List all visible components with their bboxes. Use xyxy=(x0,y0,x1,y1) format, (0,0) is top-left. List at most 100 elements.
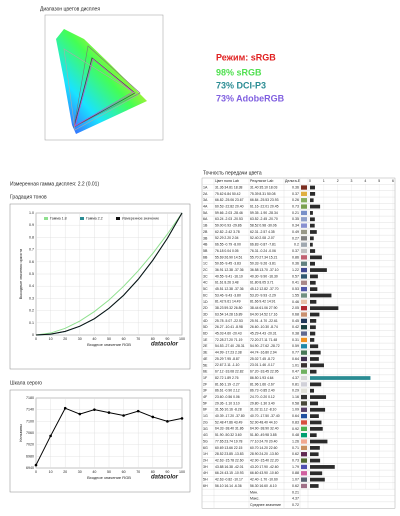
row-target: 40.39 -17.20 -37.80 xyxy=(215,414,245,418)
point xyxy=(49,434,52,438)
row-swatch xyxy=(301,382,307,387)
row-swatch xyxy=(301,274,307,279)
row-id: 5D xyxy=(203,325,208,329)
row-id: 4A xyxy=(203,205,208,209)
row-id: 1D xyxy=(203,300,208,304)
delta-bar xyxy=(310,357,319,361)
row-target: 36.91 12.38 -37.36 xyxy=(215,268,244,272)
row-target: 42.63 -15.78 22.60 xyxy=(215,458,244,462)
row-id: 6A xyxy=(203,217,208,221)
delta-bar xyxy=(310,388,315,393)
row-result: 52.90 48.40 44.10 xyxy=(250,420,277,424)
row-target: 61.61 8.26 3.48 xyxy=(215,281,239,285)
row-result: 40.30 -9.90 -16.30 xyxy=(250,274,278,278)
row-result: 26.60 -10.30 -8.74 xyxy=(250,325,278,329)
row-id: 3H xyxy=(203,465,208,469)
row-delta: 0.64 xyxy=(292,414,299,418)
x-tick-label: 100 xyxy=(179,337,185,341)
row-result: 38.44 61.06 27.90 xyxy=(250,306,277,310)
row-delta: 0.59 xyxy=(292,344,299,348)
row-swatch xyxy=(301,248,307,254)
row-delta: 0.68 xyxy=(292,312,299,316)
row-id: 1B xyxy=(203,224,208,228)
row-id: 4F xyxy=(203,395,208,399)
x-tick-label: 90 xyxy=(165,470,169,474)
delta-bar xyxy=(310,369,317,374)
row-delta: 0.37 xyxy=(292,249,299,253)
x-tick-label: 40 xyxy=(92,470,96,474)
row-result: 61.80 8.05 3.71 xyxy=(250,281,274,285)
row-swatch xyxy=(301,236,307,241)
delta-bar xyxy=(310,211,313,215)
row-id: 6F xyxy=(203,408,208,412)
row-id: 3F xyxy=(203,389,208,393)
row-id: 4C xyxy=(203,281,208,285)
delta-bar xyxy=(310,395,327,399)
y-tick-label: 6940 xyxy=(26,466,34,470)
row-id: 4D xyxy=(203,319,208,323)
row-delta: 0.34 xyxy=(292,224,299,228)
row-result: 58.52 0.98 -30.06 xyxy=(250,224,277,228)
row-target: 81.66 1.19 -2.27 xyxy=(215,382,240,386)
legend-swatch xyxy=(116,217,120,220)
y-tick-label: 7140 xyxy=(26,408,34,412)
row-swatch xyxy=(301,483,307,489)
row-result: 36.58 13.70 -37.10 xyxy=(250,268,279,272)
row-swatch xyxy=(301,325,307,330)
gamut-title: Диапазон цветов дисплея xyxy=(40,6,100,12)
row-swatch xyxy=(301,337,307,343)
x-tick-label: 50 xyxy=(107,470,111,474)
row-delta: 0.38 xyxy=(292,332,299,336)
delta-bar xyxy=(310,236,314,241)
row-swatch xyxy=(301,477,307,482)
row-swatch xyxy=(301,413,307,419)
scale-label: 2 xyxy=(337,179,339,183)
row-swatch xyxy=(301,223,307,228)
row-target: 72.28 27.20 71.19 xyxy=(215,338,242,342)
delta-bar xyxy=(310,401,319,406)
x-tick-label: 20 xyxy=(63,470,67,474)
row-id: 6H xyxy=(203,484,208,488)
row-swatch xyxy=(301,445,307,451)
row-delta: 0.49 xyxy=(292,230,299,234)
row-target: 66.55 -0.79 -8.00 xyxy=(215,243,241,247)
gamut-srgb: 98% sRGB xyxy=(216,67,262,77)
row-target: 25.29 7.95 -8.87 xyxy=(215,357,240,361)
x-tick-label: 60 xyxy=(122,470,126,474)
row-delta: 1.79 xyxy=(292,465,299,469)
series-line xyxy=(35,212,183,336)
scale-label: 4 xyxy=(364,179,366,183)
delta-bar xyxy=(310,319,317,323)
row-target: 60.69 13.66 22.15 xyxy=(215,446,242,450)
row-swatch xyxy=(301,185,307,190)
y-tick-label: 0.3 xyxy=(29,296,34,300)
gamut-diagram xyxy=(44,14,164,141)
row-swatch xyxy=(301,394,307,400)
row-swatch xyxy=(301,471,307,476)
row-delta: 0.46 xyxy=(292,300,299,304)
row-id: 2F xyxy=(203,382,208,386)
row-id: 6D xyxy=(203,332,208,336)
row-swatch xyxy=(301,452,307,457)
delta-bar xyxy=(310,217,315,222)
delta-bar xyxy=(310,344,319,349)
row-delta: 0.21 xyxy=(292,211,299,215)
row-result: 28.90 24.20 -13.50 xyxy=(250,452,279,456)
row-id: 3G xyxy=(203,427,208,431)
row-result: 55.70 27.34 15.21 xyxy=(250,255,277,259)
delta-bar xyxy=(310,249,316,253)
summary-value: 0.21 xyxy=(292,490,299,494)
delta-bar xyxy=(310,484,319,488)
delta-bar xyxy=(310,261,315,266)
legend-label: Гамма 2.2 xyxy=(86,217,103,221)
point xyxy=(93,408,96,411)
row-result: 76.31 -0.24 -0.06 xyxy=(250,249,276,253)
row-target: 55.69 26.90 14.51 xyxy=(215,255,242,259)
point xyxy=(136,409,140,413)
row-target: 23.60 -0.56 0.06 xyxy=(215,395,240,399)
delta-bar xyxy=(310,331,316,336)
row-target: 38.23 59.32 26.80 xyxy=(215,306,242,310)
row-delta: 0.35 xyxy=(292,217,299,221)
logo: datacolor xyxy=(151,342,179,348)
